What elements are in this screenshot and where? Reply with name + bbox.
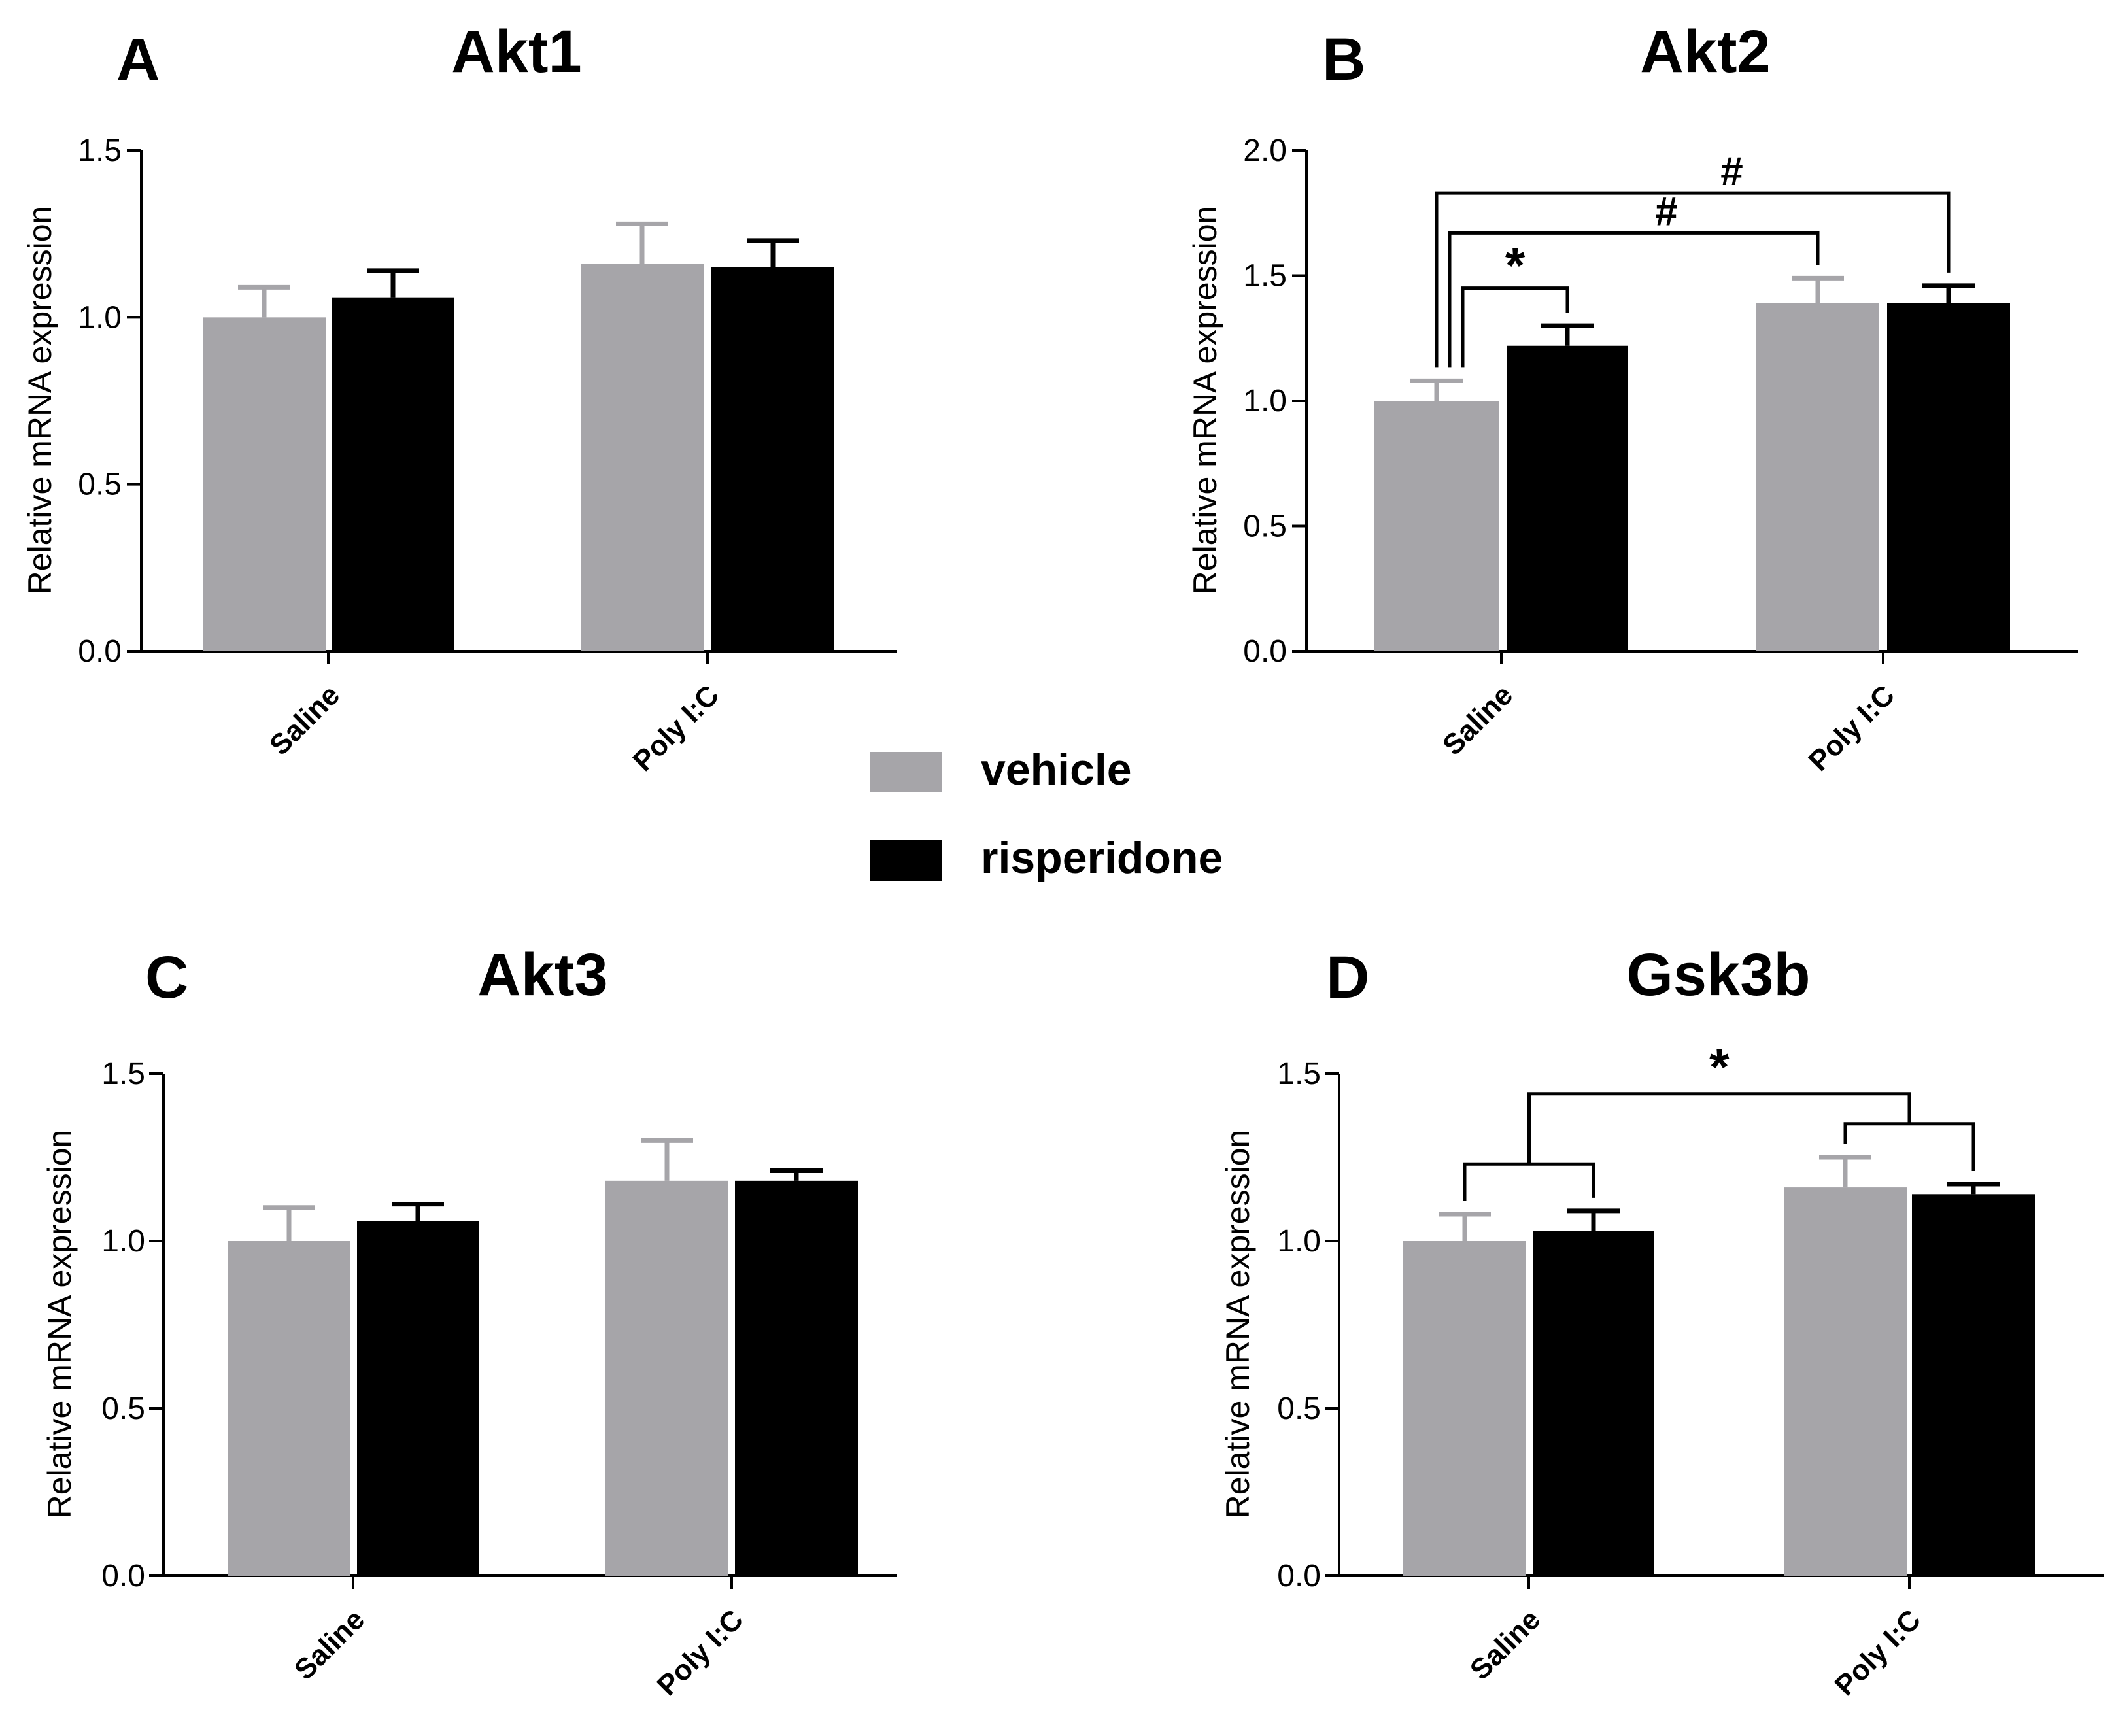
panel-c-y-axis-label: Relative mRNA expression (41, 1130, 78, 1519)
panel-b-significance-label: # (1720, 149, 1743, 194)
panel-d-y-tick-label: 1.5 (1277, 1057, 1321, 1091)
panel-d-significance-bracket (1463, 1162, 1595, 1202)
panel-d-bar-poly-i-c-risperidone (1912, 1194, 2035, 1576)
legend: vehicle risperidone (870, 745, 1223, 883)
panel-c: C Akt3 Relative mRNA expression 0.0 0.5 1.0 1.… (41, 942, 897, 1702)
panel-a-x-tick-label: Saline (264, 679, 346, 761)
panel-b-y-axis-label: Relative mRNA expression (1187, 206, 1223, 595)
panel-d-bar-poly-i-c-vehicle (1784, 1187, 1907, 1576)
panel-a-title: Akt1 (451, 18, 581, 85)
panel-c-bar-poly-i-c-vehicle (605, 1180, 728, 1576)
panel-a: A Akt1 Relative mRNA expression 0.0 0.5 1.0 1.… (22, 18, 897, 777)
panel-a-bar-poly-i-c-vehicle (581, 264, 704, 651)
legend-label-risperidone: risperidone (981, 833, 1223, 883)
panel-c-x-tick-label: Saline (288, 1603, 371, 1686)
panel-d-y-tick-label: 0.0 (1277, 1559, 1321, 1593)
panel-a-x-tick-label: Poly I:C (627, 679, 725, 777)
panel-b: B Akt2 Relative mRNA expression 0.0 0.5 1.0 1.… (1187, 18, 2078, 777)
panel-b-y-tick-label: 0.5 (1243, 509, 1287, 544)
panel-d-y-axis-label: Relative mRNA expression (1219, 1130, 1256, 1519)
panel-a-y-tick-label: 0.5 (78, 468, 122, 502)
panel-b-y-tick-label: 1.5 (1243, 259, 1287, 294)
panel-c-bar-saline-vehicle (228, 1241, 350, 1576)
panel-d: D Gsk3b Relative mRNA expression 0.0 0.5 1.0 1… (1219, 942, 2104, 1702)
panel-b-bar-saline-risperidone (1507, 345, 1628, 651)
panel-b-y-tick-label: 0.0 (1243, 634, 1287, 669)
panels: A Akt1 Relative mRNA expression 0.0 0.5 1.0 1.… (22, 18, 2104, 1702)
panel-c-bar-saline-risperidone (357, 1221, 479, 1576)
legend-label-vehicle: vehicle (981, 745, 1132, 794)
panel-c-bar-poly-i-c-risperidone (735, 1180, 858, 1576)
panel-a-letter: A (116, 26, 160, 93)
panel-b-bar-saline-vehicle (1374, 401, 1499, 651)
panel-d-significance-label: * (1709, 1038, 1730, 1096)
panel-c-y-tick-label: 0.5 (101, 1391, 145, 1426)
panel-d-y-tick-label: 0.5 (1277, 1391, 1321, 1426)
panel-a-bar-poly-i-c-risperidone (711, 267, 834, 651)
panel-b-significance-label: # (1655, 189, 1677, 234)
panel-b-significance-label: * (1505, 237, 1526, 294)
panel-b-x-tick-label: Poly I:C (1803, 679, 1901, 777)
panel-d-y-tick-label: 1.0 (1277, 1224, 1321, 1259)
panel-b-annotations: * # # (1435, 149, 1951, 368)
panel-b-significance-bracket (1461, 286, 1569, 368)
panel-c-y-tick-label: 1.5 (101, 1057, 145, 1091)
panel-b-y-tick-label: 1.0 (1243, 384, 1287, 418)
panel-d-letter: D (1326, 944, 1369, 1011)
panel-c-y-tick-label: 0.0 (101, 1559, 145, 1593)
panel-a-bar-saline-risperidone (332, 297, 454, 651)
legend-swatch-vehicle (870, 752, 942, 792)
panel-c-x-tick-label: Poly I:C (651, 1603, 749, 1701)
panel-c-y-tick-label: 1.0 (101, 1224, 145, 1259)
panel-a-y-tick-label: 1.5 (78, 133, 122, 168)
panel-d-significance-bracket (1527, 1092, 1911, 1165)
panel-b-letter: B (1322, 26, 1365, 93)
panel-b-x-tick-label: Saline (1437, 679, 1519, 761)
panel-b-title: Akt2 (1640, 18, 1770, 85)
panel-a-y-axis-label: Relative mRNA expression (22, 206, 58, 595)
panel-c-letter: C (145, 944, 188, 1011)
panel-b-significance-bracket (1448, 231, 1820, 368)
panel-b-y-tick-label: 2.0 (1243, 133, 1287, 168)
panel-a-y-tick-label: 0.0 (78, 634, 122, 669)
panel-a-bar-saline-vehicle (203, 317, 326, 651)
panel-d-x-tick-label: Saline (1464, 1603, 1546, 1686)
panel-d-annotations: * (1463, 1038, 1975, 1202)
panel-d-x-tick-label: Poly I:C (1829, 1603, 1927, 1701)
panel-d-bar-saline-risperidone (1533, 1231, 1654, 1576)
panel-d-significance-bracket (1843, 1122, 1975, 1171)
panel-b-significance-bracket (1435, 191, 1951, 368)
panel-d-title: Gsk3b (1626, 942, 1810, 1008)
panel-a-y-tick-label: 1.0 (78, 300, 122, 335)
panel-b-bar-poly-i-c-risperidone (1887, 303, 2010, 651)
panel-d-bar-saline-vehicle (1403, 1241, 1526, 1576)
panel-b-bar-poly-i-c-vehicle (1756, 303, 1879, 651)
legend-swatch-risperidone (870, 840, 942, 881)
panel-c-title: Akt3 (477, 942, 607, 1008)
